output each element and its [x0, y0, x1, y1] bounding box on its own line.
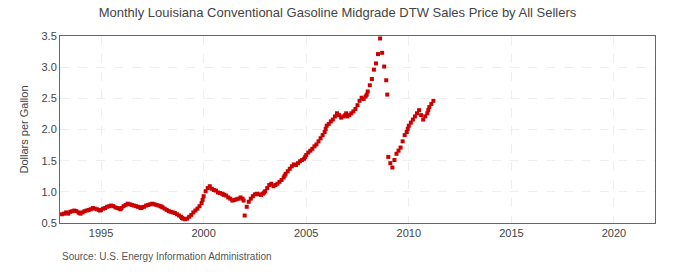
svg-text:2.5: 2.5: [42, 92, 57, 104]
svg-text:3.0: 3.0: [42, 61, 57, 73]
svg-text:2.0: 2.0: [42, 123, 57, 135]
svg-text:2010: 2010: [397, 227, 421, 239]
svg-text:1995: 1995: [89, 227, 113, 239]
svg-text:0.5: 0.5: [42, 217, 57, 229]
svg-text:2005: 2005: [294, 227, 318, 239]
svg-text:2015: 2015: [499, 227, 523, 239]
svg-text:Dollars per Gallon: Dollars per Gallon: [18, 85, 30, 173]
svg-text:1.0: 1.0: [42, 186, 57, 198]
svg-text:3.5: 3.5: [42, 30, 57, 42]
svg-text:2000: 2000: [191, 227, 215, 239]
svg-text:2020: 2020: [602, 227, 626, 239]
svg-text:Source: U.S. Energy Informatio: Source: U.S. Energy Information Administ…: [62, 251, 272, 262]
svg-text:1.5: 1.5: [42, 155, 57, 167]
svg-text:Monthly Louisiana Conventional: Monthly Louisiana Conventional Gasoline …: [99, 5, 577, 20]
